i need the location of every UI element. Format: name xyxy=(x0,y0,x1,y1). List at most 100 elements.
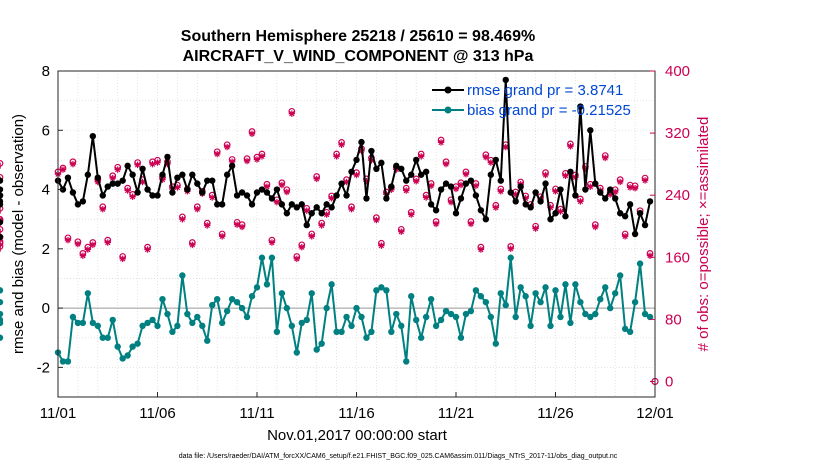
rmse-point xyxy=(631,230,639,238)
rmse-point xyxy=(223,171,231,178)
legend-rmse-label: rmse grand pr = 3.8741 xyxy=(467,82,623,99)
assimilated-obs-marker xyxy=(353,171,360,179)
bias-point xyxy=(278,290,286,297)
assimilated-obs-marker xyxy=(293,255,300,263)
bias-point xyxy=(99,334,106,341)
rmse-point xyxy=(248,201,256,208)
bias-point xyxy=(0,334,4,341)
assimilated-obs-marker xyxy=(333,153,340,160)
bias-point xyxy=(174,322,181,330)
data-file-footnote: data file: /Users/raeder/DAI/ATM_forcXX/… xyxy=(179,453,618,460)
rmse-point xyxy=(99,192,106,199)
rmse-point xyxy=(517,183,524,190)
rmse-point xyxy=(263,189,271,196)
bias-point xyxy=(258,254,266,261)
assimilated-obs-marker xyxy=(263,183,271,190)
rmse-point xyxy=(174,174,181,181)
bias-point xyxy=(228,296,236,303)
bias-point xyxy=(537,298,544,306)
bias-point xyxy=(119,355,126,362)
assimilated-obs-marker xyxy=(427,182,435,190)
bias-point xyxy=(497,290,504,297)
rmse-point xyxy=(109,180,116,187)
bias-series xyxy=(0,254,654,365)
rmse-series xyxy=(0,76,654,241)
bias-point xyxy=(323,304,330,312)
bias-point xyxy=(318,340,325,347)
rmse-point xyxy=(94,174,102,181)
rmse-point xyxy=(209,177,216,184)
bias-point xyxy=(363,334,370,341)
bias-point xyxy=(517,284,524,291)
assimilated-obs-marker xyxy=(288,110,296,117)
rmse-point xyxy=(398,165,405,172)
rmse-point xyxy=(214,201,221,208)
rmse-point xyxy=(462,180,470,187)
x-tick-label: 11/26 xyxy=(537,405,573,422)
rmse-point xyxy=(577,103,584,110)
assimilated-obs-marker xyxy=(238,223,246,231)
rmse-point xyxy=(74,201,82,208)
assimilated-obs-marker xyxy=(587,183,594,190)
rmse-point xyxy=(323,201,330,208)
bias-point xyxy=(572,281,579,288)
rmse-point xyxy=(437,186,445,193)
x-tick-label: 11/16 xyxy=(338,405,374,422)
rmse-point xyxy=(243,192,251,199)
bias-point xyxy=(368,328,375,335)
y-right-tick-label: 400 xyxy=(665,63,690,80)
rmse-point xyxy=(442,180,450,187)
assimilated-obs-marker xyxy=(278,181,286,189)
assimilated-obs-marker xyxy=(79,252,87,259)
assimilated-obs-marker xyxy=(562,172,569,179)
assimilated-obs-marker xyxy=(273,198,281,206)
assimilated-obs-marker xyxy=(214,150,221,158)
rmse-point xyxy=(159,171,166,178)
rmse-point xyxy=(293,204,300,211)
assimilated-obs-marker xyxy=(398,228,405,235)
rmse-point xyxy=(641,221,649,229)
rmse-point xyxy=(582,186,589,193)
rmse-point xyxy=(134,189,141,196)
bias-point xyxy=(413,316,420,324)
rmse-point xyxy=(149,192,156,199)
x-tick-label: 11/21 xyxy=(438,405,474,422)
rmse-point xyxy=(0,186,4,193)
rmse-point xyxy=(597,189,604,196)
x-tick-label: 11/06 xyxy=(139,405,175,422)
legend-bias-label: bias grand pr = -0.21525 xyxy=(467,102,631,119)
assimilated-obs-marker xyxy=(616,178,624,186)
rmse-point xyxy=(218,201,226,208)
assimilated-obs-marker xyxy=(452,185,460,193)
assimilated-obs-marker xyxy=(557,208,564,215)
bias-point xyxy=(59,358,67,365)
rmse-point xyxy=(646,198,654,205)
assimilated-obs-marker xyxy=(378,242,385,249)
bias-point xyxy=(288,322,296,330)
rmse-point xyxy=(427,201,435,208)
rmse-point xyxy=(368,147,375,155)
rmse-point xyxy=(626,201,634,208)
bias-point xyxy=(303,316,310,324)
assimilated-obs-marker xyxy=(253,156,261,163)
y-tick-label: 4 xyxy=(42,182,50,199)
assimilated-obs-marker xyxy=(258,153,266,160)
bias-point xyxy=(462,310,470,318)
bias-point xyxy=(567,319,574,327)
rmse-point xyxy=(238,189,246,196)
rmse-point xyxy=(607,186,614,193)
rmse-point xyxy=(0,218,4,226)
bias-point xyxy=(616,272,624,279)
rmse-point xyxy=(268,195,276,202)
assimilated-obs-marker xyxy=(646,252,654,259)
assimilated-obs-marker xyxy=(268,239,276,246)
possible-obs-marker xyxy=(0,243,4,250)
assimilated-obs-marker xyxy=(487,159,495,166)
assimilated-obs-marker xyxy=(303,207,310,214)
y-tick-label: 8 xyxy=(42,63,50,80)
rmse-point xyxy=(129,171,136,178)
bias-point xyxy=(447,310,455,318)
bias-point xyxy=(437,316,445,324)
assimilated-obs-marker xyxy=(134,161,141,169)
rmse-point xyxy=(592,180,599,187)
